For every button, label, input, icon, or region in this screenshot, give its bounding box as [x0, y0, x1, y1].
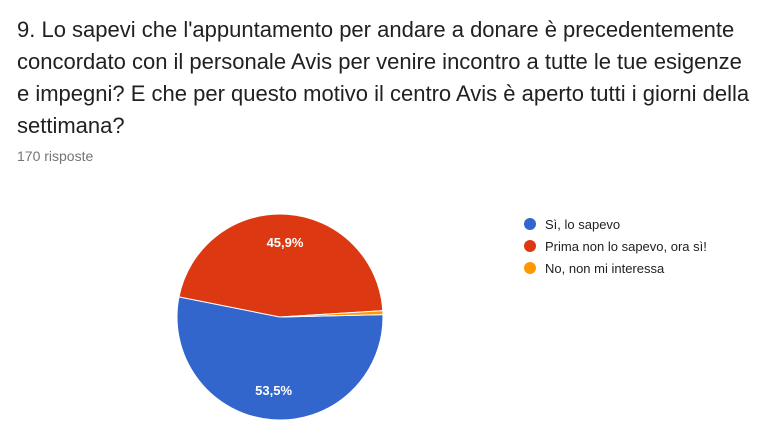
- legend-label: Sì, lo sapevo: [545, 216, 621, 232]
- pie-slice-label-1: 53,5%: [255, 383, 292, 398]
- response-count: 170 risposte: [17, 148, 94, 164]
- legend-item-si-lo-sapevo: Sì, lo sapevo: [524, 213, 707, 235]
- pie-slice-2: [178, 213, 384, 318]
- legend-swatch: [524, 240, 536, 252]
- chart-legend: Sì, lo sapevo Prima non lo sapevo, ora s…: [524, 213, 707, 279]
- legend-swatch: [524, 218, 536, 230]
- pie-slice-1: [176, 296, 384, 421]
- pie-slice-3: [279, 310, 384, 318]
- pie-slice-label-2: 45,9%: [267, 235, 304, 250]
- legend-swatch: [524, 262, 536, 274]
- legend-item-prima-non-lo-sapevo: Prima non lo sapevo, ora sì!: [524, 235, 707, 257]
- legend-label: Prima non lo sapevo, ora sì!: [545, 238, 707, 254]
- legend-label: No, non mi interessa: [545, 260, 665, 276]
- legend-item-no-non-mi-interessa: No, non mi interessa: [524, 257, 707, 279]
- question-title: 9. Lo sapevi che l'appuntamento per anda…: [17, 17, 750, 138]
